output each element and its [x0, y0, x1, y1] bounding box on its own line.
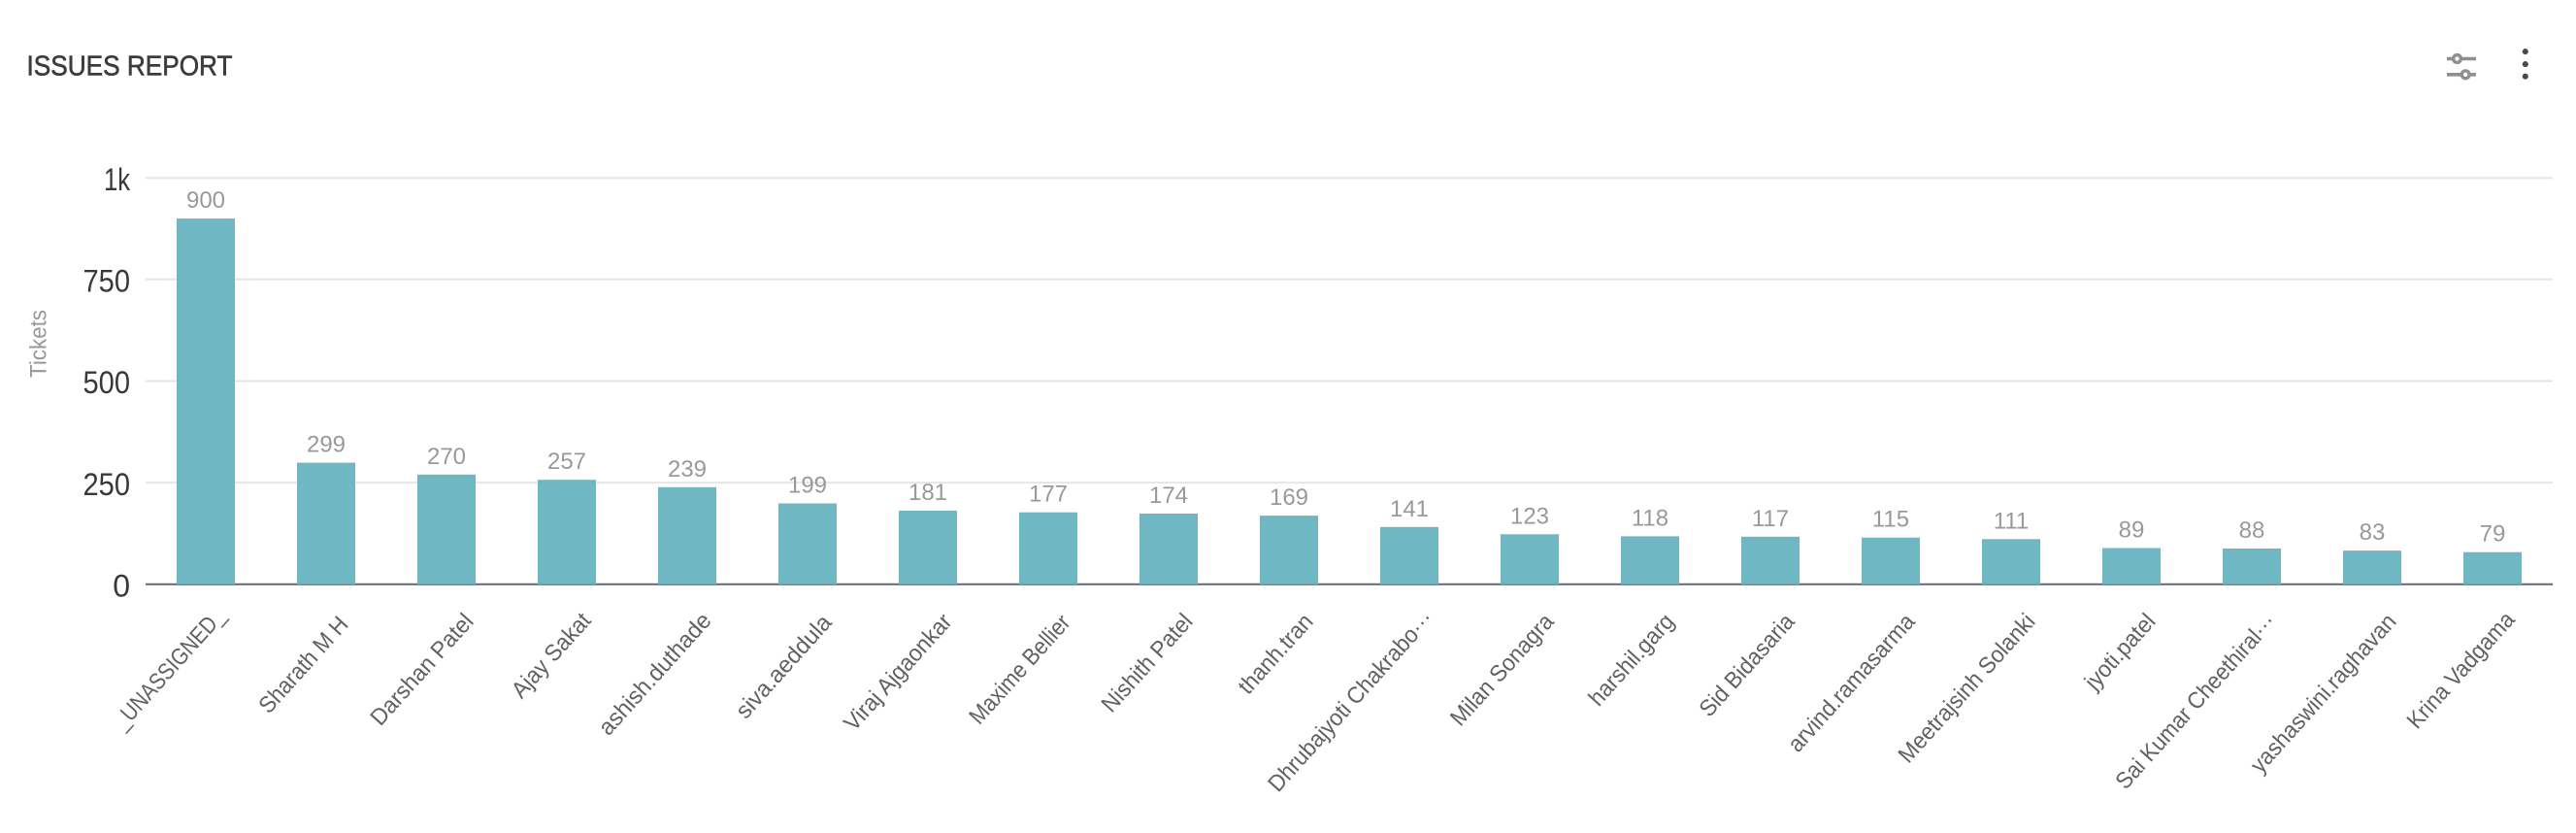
svg-text:Viraj Ajgaonkar: Viraj Ajgaonkar — [839, 609, 957, 736]
svg-text:siva.aeddula: siva.aeddula — [731, 609, 838, 723]
svg-text:1k: 1k — [104, 162, 131, 197]
svg-text:ashish.duthade: ashish.duthade — [593, 608, 716, 741]
svg-text:Maxime Bellier: Maxime Bellier — [964, 610, 1075, 730]
svg-text:harshil.garg: harshil.garg — [1584, 609, 1680, 712]
svg-text:199: 199 — [788, 473, 827, 499]
svg-text:Darshan Patel: Darshan Patel — [365, 609, 479, 731]
svg-text:250: 250 — [83, 467, 131, 502]
svg-text:900: 900 — [186, 187, 225, 214]
svg-text:thanh.tran: thanh.tran — [1233, 609, 1318, 700]
svg-text:123: 123 — [1510, 503, 1549, 529]
svg-text:Tickets: Tickets — [26, 310, 52, 378]
svg-text:Sid Bidasaria: Sid Bidasaria — [1694, 609, 1800, 722]
svg-text:88: 88 — [2239, 517, 2265, 544]
svg-text:Ajay Sakat: Ajay Sakat — [507, 608, 597, 704]
svg-text:750: 750 — [83, 264, 131, 299]
svg-text:299: 299 — [307, 432, 346, 458]
svg-text:169: 169 — [1270, 484, 1308, 511]
svg-text:181: 181 — [908, 480, 947, 506]
svg-text:239: 239 — [668, 456, 707, 483]
svg-text:Meetrajsinh Solanki: Meetrajsinh Solanki — [1894, 609, 2041, 768]
svg-text:83: 83 — [2360, 519, 2386, 546]
svg-text:118: 118 — [1632, 505, 1668, 531]
svg-text:_UNASSIGNED_: _UNASSIGNED_ — [108, 603, 231, 736]
svg-text:Milan Sonagra: Milan Sonagra — [1445, 608, 1560, 731]
svg-text:500: 500 — [83, 365, 131, 400]
svg-text:jyoti.patel: jyoti.patel — [2079, 609, 2161, 696]
svg-text:270: 270 — [427, 444, 466, 470]
svg-text:Nishith Patel: Nishith Patel — [1097, 609, 1199, 717]
svg-text:Sharath M H: Sharath M H — [253, 612, 353, 718]
svg-text:111: 111 — [1994, 508, 2029, 534]
svg-text:89: 89 — [2119, 517, 2145, 544]
svg-text:115: 115 — [1872, 507, 1909, 533]
svg-text:Krina Vadgama: Krina Vadgama — [2402, 607, 2521, 735]
svg-text:257: 257 — [547, 449, 586, 475]
svg-text:79: 79 — [2480, 521, 2506, 548]
svg-text:ISSUES REPORT: ISSUES REPORT — [27, 51, 233, 83]
svg-text:0: 0 — [113, 569, 130, 604]
svg-text:177: 177 — [1029, 482, 1068, 508]
svg-text:141: 141 — [1390, 496, 1429, 522]
svg-text:arvind.ramasarma: arvind.ramasarma — [1783, 609, 1921, 758]
svg-text:174: 174 — [1149, 483, 1188, 509]
svg-text:117: 117 — [1752, 506, 1789, 532]
